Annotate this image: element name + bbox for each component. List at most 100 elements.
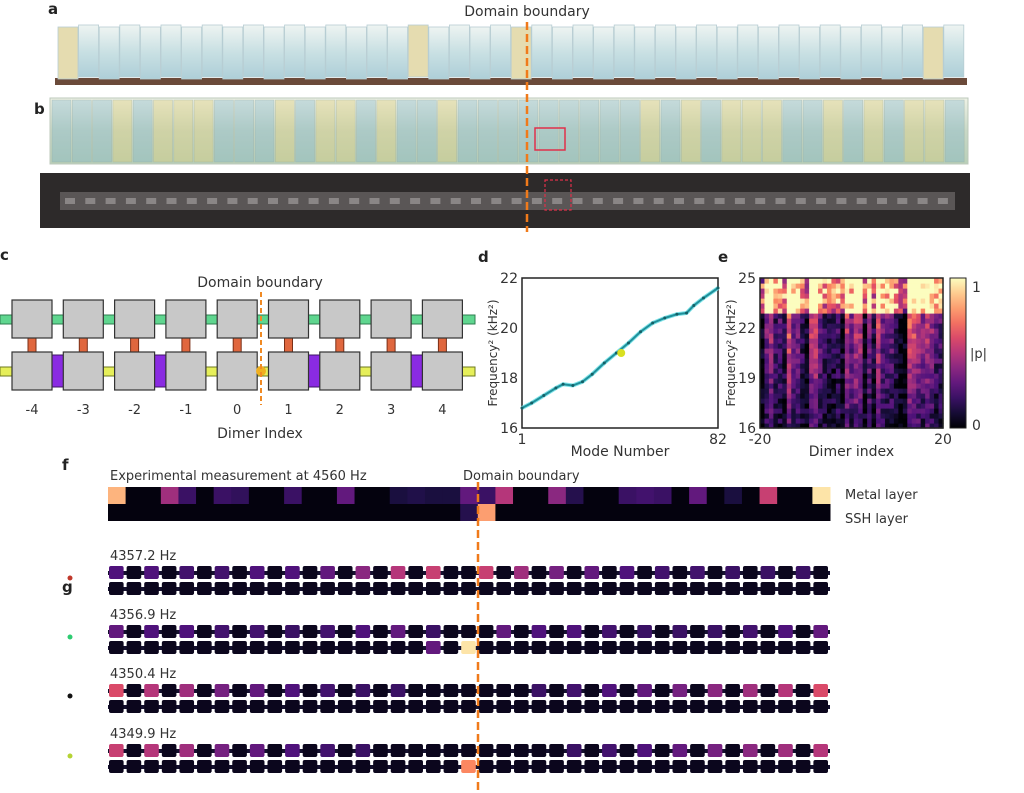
mode-site-bottom — [478, 582, 494, 595]
gap-tick — [792, 653, 794, 657]
mode-site-bottom — [602, 582, 617, 595]
heatmap-cell — [818, 363, 824, 369]
heatmap-cell — [929, 298, 935, 304]
heatmap-cell — [889, 383, 895, 389]
gap-tick — [263, 637, 266, 641]
gap-tick — [123, 772, 125, 776]
heatmap-cell — [822, 423, 828, 429]
gap-tick — [175, 772, 178, 776]
heatmap-cell — [826, 353, 833, 359]
gap-tick — [633, 712, 636, 716]
heatmap-cell — [818, 338, 824, 344]
heatmap-cell — [795, 313, 801, 319]
heatmap-cell — [831, 393, 837, 399]
heatmap-cell — [858, 373, 864, 379]
heatmap-cell — [880, 283, 886, 289]
heatmap-cell — [898, 403, 904, 409]
ssh-layer-cell — [706, 504, 725, 521]
gap-tick — [563, 712, 565, 716]
heatmap-cell — [804, 328, 810, 334]
heatmap-cell — [902, 338, 908, 344]
photo-a-block — [881, 26, 903, 80]
gap-tick — [528, 594, 530, 598]
gap-tick — [369, 578, 372, 582]
heatmap-cell — [898, 388, 904, 394]
photo-a-block — [943, 24, 965, 78]
gap-tick — [404, 637, 407, 641]
heatmap-cell — [795, 288, 801, 294]
mode-site-top — [619, 566, 635, 579]
vertical-coupler — [232, 337, 242, 353]
heatmap-cell — [920, 413, 926, 419]
gap-tick — [669, 696, 671, 700]
mode-site-top — [672, 625, 688, 638]
heatmap-cell — [849, 348, 855, 354]
heatmap-cell — [853, 278, 859, 284]
heatmap-cell — [844, 333, 850, 339]
heatmap-cell — [773, 313, 779, 319]
mode-site-bottom — [267, 700, 283, 713]
heatmap-cell — [893, 323, 899, 329]
panel-a-title: Domain boundary — [464, 4, 589, 20]
heatmap-cell — [804, 383, 810, 389]
heatmap-cell — [822, 328, 828, 334]
mode-site-bottom — [320, 760, 335, 773]
photo-b-block — [802, 99, 823, 163]
heatmap-cell — [768, 398, 774, 404]
heatmap-cell — [795, 413, 801, 419]
gap-tick — [387, 696, 389, 700]
heatmap-cell — [916, 423, 922, 429]
panel-label-d: d — [478, 248, 489, 266]
heatmap-cell — [884, 353, 891, 359]
gap-tick — [193, 637, 196, 641]
mode-site-bottom — [179, 641, 195, 654]
heatmap-cell — [902, 333, 908, 339]
heatmap-cell — [822, 293, 828, 299]
heatmap-cell — [867, 338, 873, 344]
heatmap-cell — [818, 403, 824, 409]
photo-b-slot — [552, 198, 563, 204]
heatmap-cell — [907, 423, 913, 429]
metal-layer-cell — [583, 487, 602, 504]
heatmap-cell — [907, 283, 913, 289]
heatmap-cell — [867, 398, 873, 404]
mode-site-bottom — [496, 582, 512, 595]
photo-b-slot — [877, 198, 887, 204]
heatmap-cell — [871, 403, 877, 409]
gap-tick — [193, 772, 196, 776]
panel-label-b: b — [34, 100, 45, 118]
mode-site-bottom — [496, 641, 512, 654]
heatmap-cell — [902, 283, 908, 289]
heatmap-cell — [884, 363, 891, 369]
heatmap-cell — [760, 333, 766, 339]
gap-tick — [175, 594, 178, 598]
ssh-layer-cell — [530, 504, 549, 521]
heatmap-cell — [840, 408, 846, 414]
heatmap-cell — [893, 293, 899, 299]
mode-site-bottom — [249, 760, 265, 773]
photo-b-block — [396, 99, 417, 163]
heatmap-cell — [764, 318, 770, 324]
mode-site-bottom — [760, 700, 776, 713]
heatmap-cell — [867, 288, 873, 294]
heatmap-cell — [871, 298, 877, 304]
heatmap-cell — [916, 333, 922, 339]
mode-site-top — [619, 744, 635, 757]
heatmap-cell — [760, 318, 766, 324]
gap-tick — [475, 696, 477, 700]
heatmap-cell — [893, 303, 899, 309]
heatmap-cell — [920, 358, 926, 364]
gap-tick — [598, 772, 601, 776]
gap-tick — [404, 653, 407, 657]
gap-tick — [281, 637, 284, 641]
mode-site-top — [179, 684, 195, 697]
heatmap-cell — [871, 288, 877, 294]
heatmap-cell — [907, 328, 913, 334]
heatmap-cell — [826, 373, 833, 379]
heatmap-cell — [849, 298, 855, 304]
heatmap-cell — [898, 308, 904, 314]
heatmap-cell — [835, 353, 841, 359]
heatmap-cell — [760, 283, 766, 289]
heatmap-cell — [804, 368, 810, 374]
heatmap-cell — [791, 288, 797, 294]
